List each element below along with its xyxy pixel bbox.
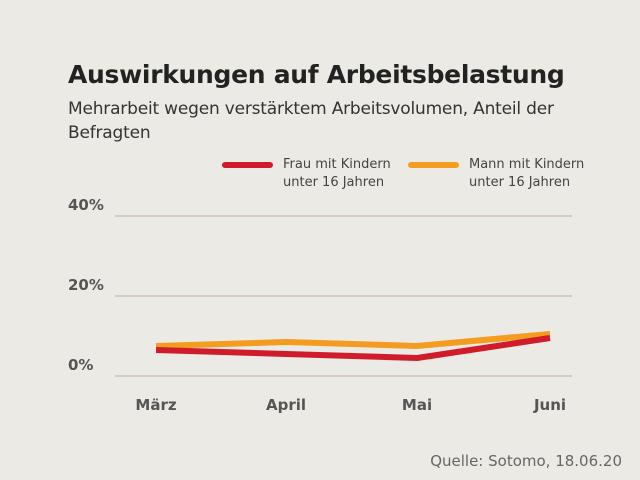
x-tick-label: April — [266, 396, 306, 414]
y-tick-label: 40% — [68, 196, 104, 214]
chart-title: Auswirkungen auf Arbeitsbelastung — [68, 60, 565, 89]
x-tick-label: Mai — [402, 396, 432, 414]
x-tick-label: Juni — [533, 396, 566, 414]
y-tick-label: 20% — [68, 276, 104, 294]
series-line-frau — [155, 335, 551, 361]
legend-swatch-frau — [222, 162, 273, 168]
legend-label-frau: Frau mit Kindern unter 16 Jahren — [283, 157, 391, 190]
legend-swatch-mann — [408, 162, 459, 168]
series-line-mann — [155, 331, 551, 349]
y-tick-label: 0% — [68, 356, 93, 374]
legend-item-mann: Mann mit Kindern unter 16 Jahren — [408, 156, 599, 192]
chart-subtitle: Mehrarbeit wegen verstärktem Arbeitsvolu… — [68, 99, 554, 143]
legend-item-frau: Frau mit Kindern unter 16 Jahren — [222, 156, 413, 192]
x-tick-label: März — [135, 396, 176, 414]
legend-label-mann: Mann mit Kindern unter 16 Jahren — [469, 157, 585, 190]
source-note: Quelle: Sotomo, 18.06.20 — [430, 452, 622, 470]
